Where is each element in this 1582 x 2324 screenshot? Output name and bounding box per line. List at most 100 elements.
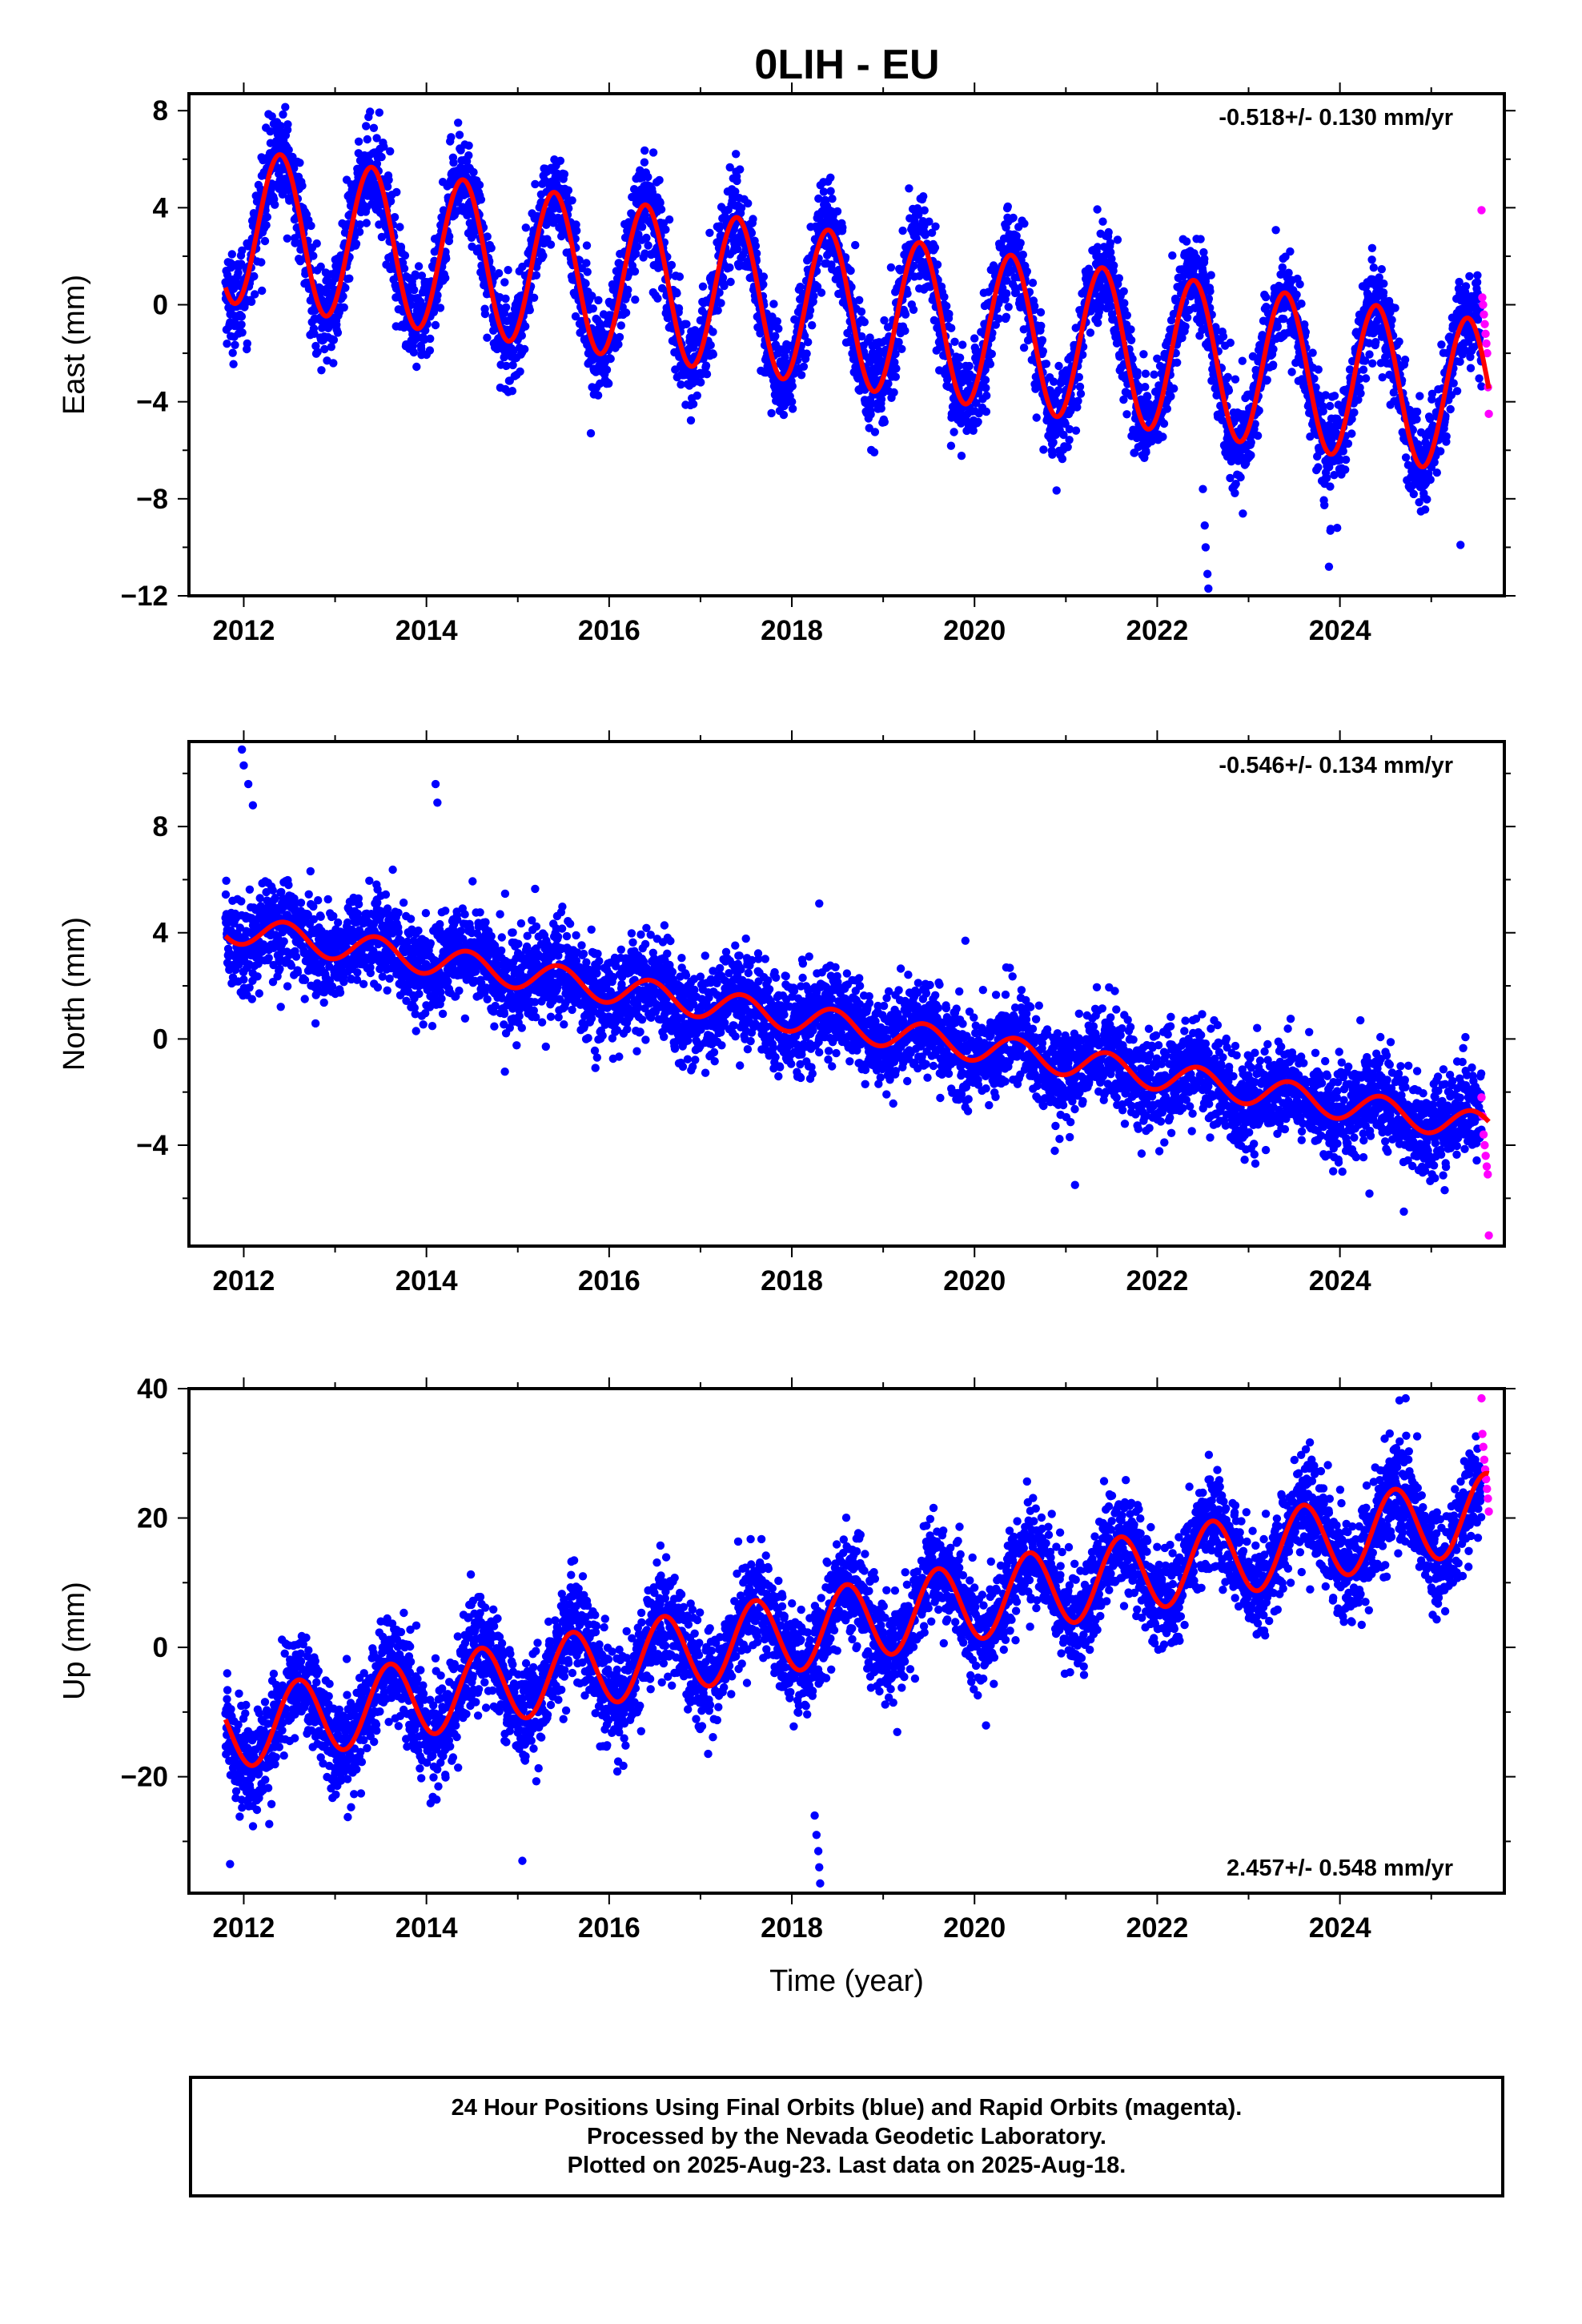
data-point: [355, 227, 364, 236]
data-point: [237, 320, 246, 329]
data-point: [1037, 321, 1046, 331]
data-point: [1432, 468, 1442, 477]
data-point: [238, 246, 247, 255]
data-point: [1038, 336, 1047, 344]
data-point: [1170, 384, 1178, 393]
data-point: [1022, 267, 1032, 276]
data-point: [320, 344, 329, 354]
panels: 2012 2014 2016 2018 2020 2022 2024−12−8−4048Ea…: [58, 82, 1516, 1998]
data-point: [656, 199, 665, 207]
data-point: [257, 258, 266, 267]
data-point: [529, 293, 539, 302]
data-point: [411, 271, 420, 280]
data-point: [516, 367, 524, 376]
data-point: [891, 372, 901, 381]
data-point: [655, 175, 664, 185]
data-point: [455, 131, 464, 139]
data-point: [640, 158, 649, 167]
data-point: [475, 180, 484, 190]
data-point: [1369, 263, 1379, 272]
data-point: [689, 400, 698, 408]
data-point: [1150, 370, 1158, 379]
data-point: [632, 242, 642, 251]
data-point: [1231, 489, 1239, 497]
data-point: [1030, 302, 1039, 311]
data-point: [1110, 261, 1118, 270]
data-point: [445, 232, 454, 241]
data-point: [1286, 247, 1295, 256]
data-point: [931, 222, 940, 231]
data-point: [1456, 357, 1464, 366]
data-point: [354, 137, 363, 146]
data-point: [870, 428, 880, 436]
data-point: [804, 338, 813, 347]
data-point: [593, 391, 603, 400]
data-point: [234, 268, 243, 277]
data-point: [271, 200, 279, 209]
data-point: [237, 259, 246, 268]
data-point: [1141, 369, 1150, 378]
data-point: [919, 192, 928, 201]
data-point: [501, 294, 510, 304]
data-point: [247, 297, 256, 306]
data-point: [1320, 501, 1329, 509]
data-point: [290, 163, 299, 173]
final-orbit-points: [221, 103, 1486, 593]
data-point: [1158, 432, 1167, 441]
data-point: [421, 326, 430, 335]
data-point: [1002, 289, 1011, 298]
data-point: [808, 321, 817, 330]
data-point: [981, 376, 990, 384]
data-point: [454, 119, 463, 127]
data-point: [682, 320, 691, 328]
data-point: [909, 305, 918, 314]
data-point: [799, 362, 809, 371]
data-point: [560, 170, 569, 179]
data-point: [564, 186, 573, 195]
data-point: [1166, 392, 1175, 401]
data-point: [1356, 389, 1365, 398]
data-point: [942, 302, 951, 311]
data-point: [345, 274, 354, 283]
data-point: [674, 304, 684, 313]
data-point: [581, 279, 590, 288]
data-point: [327, 343, 335, 352]
data-point: [1052, 486, 1061, 495]
data-point: [974, 417, 982, 426]
data-point: [892, 364, 901, 373]
data-point: [539, 251, 548, 260]
data-point: [982, 384, 990, 392]
data-point: [469, 167, 478, 177]
data-point: [1065, 436, 1074, 444]
data-point: [606, 354, 615, 364]
data-point: [1122, 410, 1131, 419]
data-point: [341, 283, 350, 292]
data-point: [1426, 475, 1435, 485]
data-point: [970, 334, 979, 343]
data-point: [632, 249, 640, 259]
data-point: [642, 233, 651, 243]
data-point: [774, 324, 783, 333]
data-point: [886, 263, 896, 272]
data-point: [1278, 263, 1287, 272]
data-point: [414, 262, 424, 271]
data-point: [1412, 408, 1422, 416]
data-point: [1114, 274, 1124, 283]
data-point: [500, 278, 509, 287]
data-point: [476, 195, 486, 204]
data-point: [1182, 237, 1191, 246]
data-point: [955, 353, 965, 362]
data-point: [905, 184, 913, 193]
data-point: [383, 182, 392, 191]
data-point: [307, 221, 315, 231]
data-point: [283, 120, 292, 129]
data-point: [532, 271, 541, 279]
data-point: [1231, 375, 1240, 384]
data-point: [697, 378, 705, 387]
data-point: [771, 332, 780, 340]
data-point: [1341, 455, 1351, 464]
data-point: [1308, 348, 1317, 357]
data-point: [1141, 383, 1150, 392]
data-point: [283, 234, 291, 243]
data-point: [1106, 302, 1116, 311]
